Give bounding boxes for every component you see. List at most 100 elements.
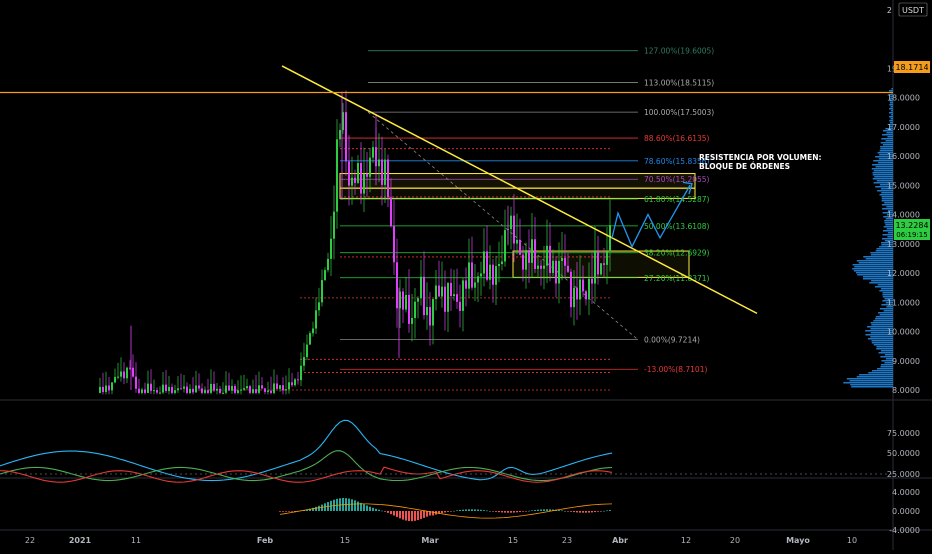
order-block-upper [339,173,696,189]
macd-histogram-bar [516,511,518,513]
volume-bar [880,288,893,290]
macd-histogram-bar [594,511,596,513]
candle-body [219,388,221,393]
volume-bar [889,120,893,122]
candle-body [522,254,524,270]
trend-overlays [281,65,758,315]
volume-bar [889,94,893,96]
candle-body [459,301,461,311]
macd-histogram-bar [558,510,560,511]
candle-body [231,385,233,391]
candle-body [591,278,593,284]
candle-body [606,251,608,265]
price-tick-label: 18.0000 [887,94,920,103]
time-tick-label: 12 [681,536,691,545]
fib-level-label: 27.20%(11.8371) [644,274,710,283]
volume-bar [888,210,893,212]
candle-body [504,230,506,262]
candle-body [420,276,422,299]
price-tick-label: 11.0000 [887,298,920,307]
candle-body [150,383,152,391]
candle-body [411,317,413,324]
candle-body [609,225,611,252]
macd-histogram-bar [351,499,353,511]
candle-body [291,382,293,386]
macd-histogram-bar [291,511,293,512]
candle-body [360,163,362,194]
candle-body [147,383,149,393]
macd-histogram-bar [522,511,524,512]
macd-histogram-bar [510,511,512,513]
volume-bar [882,212,893,214]
macd-histogram-bar [570,511,572,512]
time-tick-label: 2021 [69,536,92,545]
candle-body [306,344,308,358]
time-tick-label: Mayo [786,536,810,545]
candle-body [189,388,191,393]
candle-body [546,245,548,266]
candle-body [273,383,275,393]
macd-histogram-bar [279,511,281,512]
candle-body [120,371,122,377]
candle-body [264,388,266,392]
macd-histogram-bar [501,511,503,513]
candle-body [384,159,386,185]
candle-body [114,376,116,383]
candle-body [468,262,470,289]
candle-body [186,386,188,393]
volume-bar [863,256,893,258]
volume-bar [865,330,893,332]
candle-body [543,265,545,269]
price-tick-label: 17.0000 [887,123,920,132]
volume-bar [881,200,893,202]
volume-bar [870,336,893,338]
volume-bar [881,188,893,190]
candle-body [153,390,155,392]
candle-body [438,285,440,297]
volume-bar [875,250,893,252]
macd-histogram-bar [591,511,593,513]
macd-histogram-bar [468,509,470,511]
volume-bar [876,248,893,250]
volume-bar [877,284,893,286]
candle-body [159,392,161,394]
candle-body [600,263,602,275]
volume-bar [880,364,893,366]
macd-histogram-bar [459,510,461,511]
volume-bar [881,138,893,140]
volume-bar [876,180,893,182]
candle-body [498,263,500,267]
macd-histogram-bar [495,511,497,512]
currency-badge[interactable] [898,2,928,17]
candle-body [405,294,407,310]
volume-bar [884,202,893,204]
candle-body [558,260,560,284]
volume-bar [882,238,893,240]
macd-histogram-bar [564,510,566,512]
candle-body [288,382,290,390]
volume-bar [879,246,893,248]
macd-histogram-bar [405,511,407,521]
volume-bar [871,370,893,372]
volume-bar [878,162,893,164]
indicator-macd [279,498,613,522]
current-price-label: 13.2284 [895,221,928,230]
macd-histogram-bar [600,511,602,512]
candle-body [540,265,542,269]
macd-histogram-bar [474,509,476,511]
volume-bar [889,98,893,100]
macd-histogram-bar [498,511,500,513]
candle-body [183,386,185,389]
candle-body [345,112,347,162]
volume-bar [881,204,893,206]
volume-bar [880,366,893,368]
candle-body [441,286,443,297]
price-tick-label: 10.0000 [887,328,920,337]
macd-histogram-bar [357,501,359,511]
volume-bar [885,140,893,142]
macd-histogram-bar [513,511,515,513]
macd-histogram-bar [429,511,431,516]
macd-histogram-bar [426,511,428,517]
